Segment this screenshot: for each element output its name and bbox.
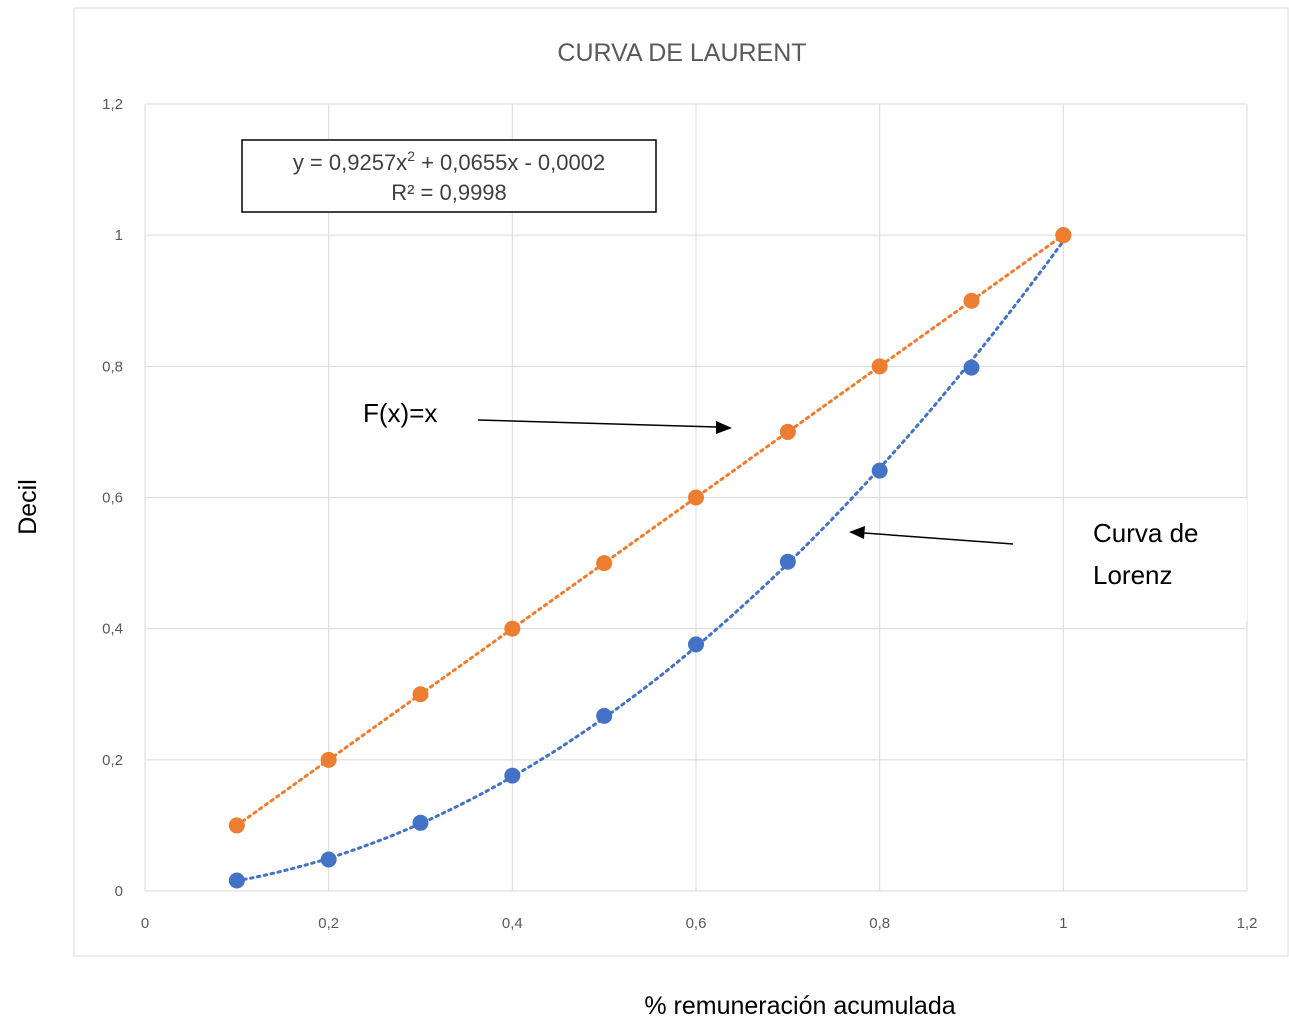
- data-point-series-1: [871, 462, 888, 479]
- lorenz-label-box: Curva de Lorenz: [1077, 499, 1247, 621]
- x-tick-label: 0,2: [318, 915, 339, 932]
- data-point-series-2: [963, 292, 980, 309]
- data-point-series-1: [228, 872, 245, 889]
- x-axis-title: % remuneración acumulada: [644, 992, 955, 1019]
- data-point-series-1: [779, 553, 796, 570]
- data-point-series-2: [504, 620, 521, 637]
- equation-line-2: R² = 0,9998: [391, 180, 507, 205]
- data-point-series-2: [779, 423, 796, 440]
- lorenz-label-line-2: Lorenz: [1093, 560, 1173, 590]
- data-point-series-2: [320, 751, 337, 768]
- trendline-series-1: [235, 239, 1065, 883]
- y-tick-label: 1: [115, 227, 123, 244]
- data-point-series-1: [504, 767, 521, 784]
- data-point-series-1: [963, 359, 980, 376]
- data-point-series-2: [1055, 227, 1072, 244]
- y-tick-labels: 0 0,2 0,4 0,6 0,8 1 1,2: [102, 96, 123, 900]
- data-point-series-2: [228, 817, 245, 834]
- data-point-series-2: [412, 686, 429, 703]
- data-point-series-2: [688, 489, 704, 506]
- equation-line-1: y = 0,9257x2 + 0,0655x - 0,0002: [293, 148, 605, 175]
- data-point-series-1: [688, 636, 704, 653]
- data-point-series-1: [596, 707, 613, 724]
- data-point-series-1: [412, 814, 429, 831]
- chart-title: CURVA DE LAURENT: [557, 39, 806, 67]
- x-tick-label: 0: [141, 915, 149, 932]
- y-tick-label: 1,2: [102, 96, 123, 113]
- trendline-equation-box: y = 0,9257x2 + 0,0655x - 0,0002 R² = 0,9…: [241, 139, 657, 213]
- x-tick-labels: 0 0,2 0,4 0,6 0,8 1 1,2: [141, 915, 1258, 932]
- fx-annotation: F(x)=x: [363, 398, 437, 428]
- trendlines: [235, 233, 1065, 883]
- y-tick-label: 0,8: [102, 358, 123, 375]
- fx-arrow: [477, 419, 732, 434]
- data-points: [228, 227, 1072, 889]
- lorenz-arrow: [849, 526, 1014, 545]
- y-tick-label: 0,2: [102, 752, 123, 769]
- x-tick-label: 0,4: [502, 915, 523, 932]
- y-tick-label: 0,4: [102, 621, 123, 638]
- x-tick-label: 1: [1059, 915, 1067, 932]
- data-point-series-2: [871, 358, 888, 375]
- y-tick-label: 0,6: [102, 490, 123, 507]
- x-tick-label: 0,6: [686, 915, 707, 932]
- data-point-series-2: [596, 555, 613, 572]
- y-tick-label: 0: [115, 883, 123, 900]
- y-axis-title: Decil: [14, 479, 42, 535]
- x-tick-label: 0,8: [869, 915, 890, 932]
- lorenz-label-line-1: Curva de: [1093, 518, 1199, 548]
- trendline-series-2: [235, 233, 1065, 827]
- x-tick-label: 1,2: [1237, 915, 1258, 932]
- data-point-series-1: [320, 851, 337, 868]
